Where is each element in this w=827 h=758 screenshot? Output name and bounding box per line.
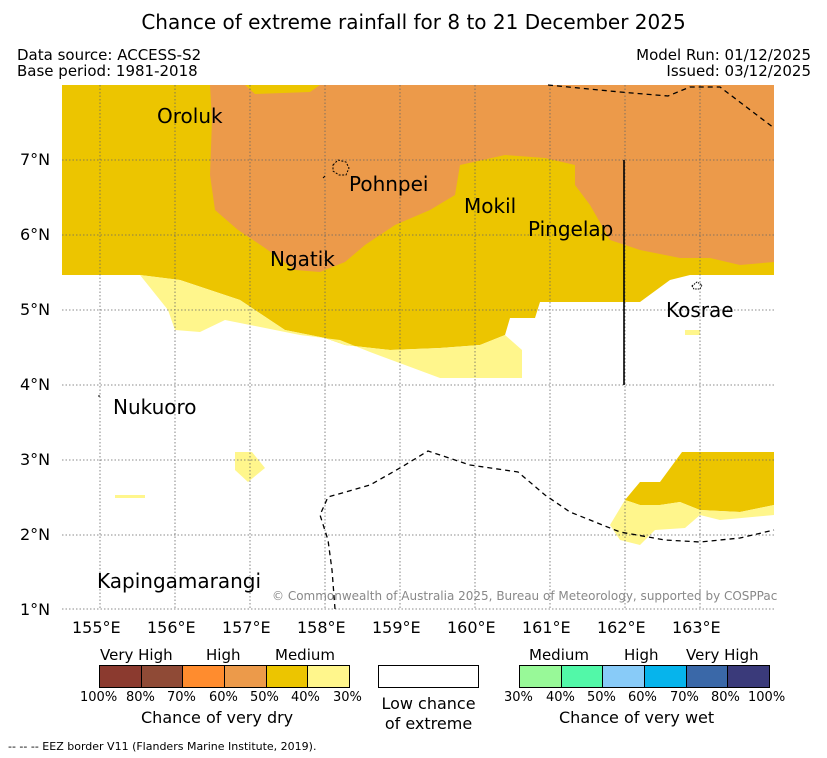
eez-border [319, 84, 775, 610]
dry-swatch [265, 666, 308, 687]
y-tick-label: 6°N [20, 225, 51, 244]
dry-header-medium: Medium [275, 646, 335, 664]
wet-pct: 70% [670, 690, 699, 705]
y-tick-label: 3°N [20, 450, 51, 469]
x-tick-label: 162°E [597, 618, 646, 637]
wet-pct: 60% [628, 690, 657, 705]
x-tick-label: 157°E [222, 618, 271, 637]
x-tick-label: 158°E [297, 618, 346, 637]
x-tick-label: 163°E [672, 618, 721, 637]
dry-swatch [307, 666, 350, 687]
issued-date: Issued: 03/12/2025 [666, 62, 811, 80]
low-medium-dry-region [140, 275, 522, 378]
dry-header-very-high: Very High [100, 646, 173, 664]
y-tick-label: 1°N [20, 600, 51, 619]
map-title: Chance of extreme rainfall for 8 to 21 D… [141, 10, 686, 34]
data-source: Data source: ACCESS-S2 [17, 46, 202, 64]
wet-swatch [602, 666, 645, 687]
low-chance-swatch [378, 665, 479, 688]
x-tick-label: 160°E [447, 618, 496, 637]
place-pohnpei: Pohnpei [349, 172, 429, 196]
wet-swatch [560, 666, 603, 687]
dry-colorbar [99, 665, 350, 688]
dry-pct: 30% [333, 690, 362, 705]
y-tick-label: 5°N [20, 300, 51, 319]
wet-swatch [520, 666, 561, 687]
wet-pct: 50% [587, 690, 616, 705]
place-kapingamarangi: Kapingamarangi [97, 569, 262, 593]
model-run: Model Run: 01/12/2025 [636, 46, 811, 64]
high-dry-region [210, 85, 774, 272]
low-chance-line1: Low chance [381, 694, 476, 713]
pohnpei-island [332, 159, 350, 176]
dry-swatch [140, 666, 183, 687]
wet-pct: 40% [546, 690, 575, 705]
dry-pct: 40% [291, 690, 320, 705]
place-pingelap: Pingelap [528, 217, 614, 241]
x-tick-label: 155°E [72, 618, 121, 637]
y-tick-label: 4°N [20, 375, 51, 394]
y-tick-label: 2°N [20, 525, 51, 544]
copyright: © Commonwealth of Australia 2025, Bureau… [272, 589, 778, 603]
x-tick-label: 156°E [147, 618, 196, 637]
se-medium-region [625, 452, 774, 512]
wet-swatch [644, 666, 686, 687]
wet-header-very-high: Very High [686, 646, 759, 664]
dry-pct: 70% [167, 690, 196, 705]
place-nukuoro: Nukuoro [113, 395, 197, 419]
wet-header-medium: Medium [529, 646, 589, 664]
dry-swatch [182, 666, 225, 687]
dry-pct: 100% [80, 690, 118, 705]
dry-header-high: High [206, 646, 241, 664]
base-period: Base period: 1981-2018 [17, 62, 198, 80]
place-kosrae: Kosrae [666, 298, 734, 322]
y-tick-label: 7°N [20, 150, 51, 169]
wet-pct: 80% [711, 690, 740, 705]
dry-pct: 80% [126, 690, 155, 705]
wet-colorbar [519, 665, 770, 688]
dry-pct: 50% [250, 690, 279, 705]
dry-swatch [100, 666, 141, 687]
low-chance-line2: of extreme [384, 714, 473, 733]
wet-swatch [727, 666, 770, 687]
wet-pct: 100% [748, 690, 786, 705]
place-ngatik: Ngatik [270, 247, 335, 271]
dry-pct: 60% [209, 690, 238, 705]
wet-pct: 30% [504, 690, 533, 705]
wet-swatch [685, 666, 728, 687]
wet-caption: Chance of very wet [559, 708, 715, 727]
place-mokil: Mokil [464, 194, 517, 218]
dry-swatch [224, 666, 266, 687]
eez-footnote: -- -- -- EEZ border V11 (Flanders Marine… [8, 740, 317, 753]
kosrae-island [691, 281, 703, 290]
x-tick-label: 161°E [522, 618, 571, 637]
dry-caption: Chance of very dry [141, 708, 294, 727]
place-oroluk: Oroluk [157, 104, 223, 128]
wet-header-high: High [624, 646, 659, 664]
x-tick-label: 159°E [372, 618, 421, 637]
